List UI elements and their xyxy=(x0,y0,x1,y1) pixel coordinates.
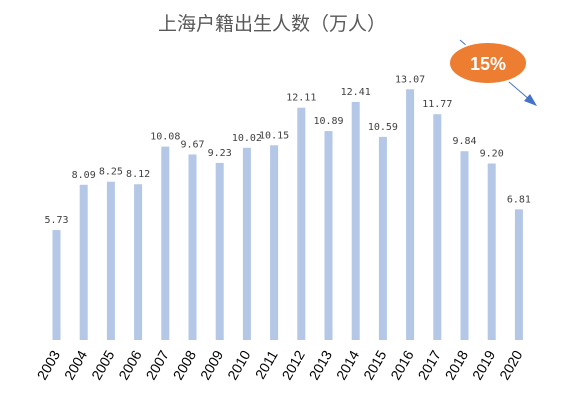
x-tick-2004: 2004 xyxy=(61,347,91,382)
x-tick-2013: 2013 xyxy=(306,347,336,382)
x-tick-2006: 2006 xyxy=(115,347,145,382)
x-tick-2011: 2011 xyxy=(252,347,281,381)
value-label-2007: 10.08 xyxy=(150,132,180,143)
x-tick-2019: 2019 xyxy=(469,347,499,382)
x-tick-2010: 2010 xyxy=(224,347,254,382)
bar-2016 xyxy=(406,89,415,341)
value-label-2012: 12.11 xyxy=(286,93,316,104)
trend-arrowhead xyxy=(524,94,537,106)
bar-2015 xyxy=(378,136,387,340)
x-tick-2003: 2003 xyxy=(34,347,64,382)
value-label-2015: 10.59 xyxy=(368,122,398,133)
value-label-2011: 10.15 xyxy=(259,130,289,141)
x-tick-2008: 2008 xyxy=(170,347,200,382)
bar-2008 xyxy=(188,154,197,340)
bar-2004 xyxy=(79,184,88,340)
x-tick-2016: 2016 xyxy=(387,347,417,382)
bar-2018 xyxy=(460,151,469,340)
x-tick-2012: 2012 xyxy=(278,347,308,382)
x-tick-2017: 2017 xyxy=(414,347,444,382)
bar-2014 xyxy=(351,101,360,341)
value-label-2017: 11.77 xyxy=(422,99,452,110)
bar-2007 xyxy=(161,146,170,340)
x-tick-2005: 2005 xyxy=(88,347,118,382)
bar-2009 xyxy=(215,162,224,340)
bar-2005 xyxy=(106,181,115,340)
bar-2003 xyxy=(52,230,61,340)
bars-layer xyxy=(52,89,523,341)
value-label-2004: 8.09 xyxy=(72,170,96,181)
x-tick-2007: 2007 xyxy=(142,347,172,382)
bar-2012 xyxy=(297,107,306,340)
value-label-2006: 8.12 xyxy=(126,169,150,180)
x-tick-labels-layer: 2003200420052006200720082009201020112012… xyxy=(34,347,526,382)
x-tick-2018: 2018 xyxy=(442,347,472,382)
bar-2019 xyxy=(487,163,496,340)
value-label-2009: 9.23 xyxy=(208,148,232,159)
value-label-2018: 9.84 xyxy=(452,136,476,147)
value-label-2003: 5.73 xyxy=(44,215,68,226)
percent-badge xyxy=(448,41,528,85)
x-tick-2009: 2009 xyxy=(197,347,227,382)
bar-2017 xyxy=(433,114,442,341)
bar-2010 xyxy=(242,147,251,340)
value-label-2020: 6.81 xyxy=(507,194,531,205)
chart-title: 上海户籍出生人数（万人） xyxy=(158,13,386,35)
x-tick-2014: 2014 xyxy=(333,347,363,382)
x-tick-2015: 2015 xyxy=(360,347,390,382)
x-tick-2020: 2020 xyxy=(496,347,526,382)
value-label-2016: 13.07 xyxy=(395,74,425,85)
value-label-2019: 9.20 xyxy=(480,149,504,160)
value-label-2008: 9.67 xyxy=(180,139,204,150)
bar-2011 xyxy=(270,145,279,340)
bar-2006 xyxy=(134,184,143,340)
bar-2013 xyxy=(324,131,333,340)
value-label-2010: 10.02 xyxy=(232,133,262,144)
bar-2020 xyxy=(514,209,523,340)
value-label-2014: 12.41 xyxy=(341,87,371,98)
percent-badge-text: 15% xyxy=(470,54,506,74)
value-label-2013: 10.89 xyxy=(313,116,343,127)
value-label-2005: 8.25 xyxy=(99,167,123,178)
